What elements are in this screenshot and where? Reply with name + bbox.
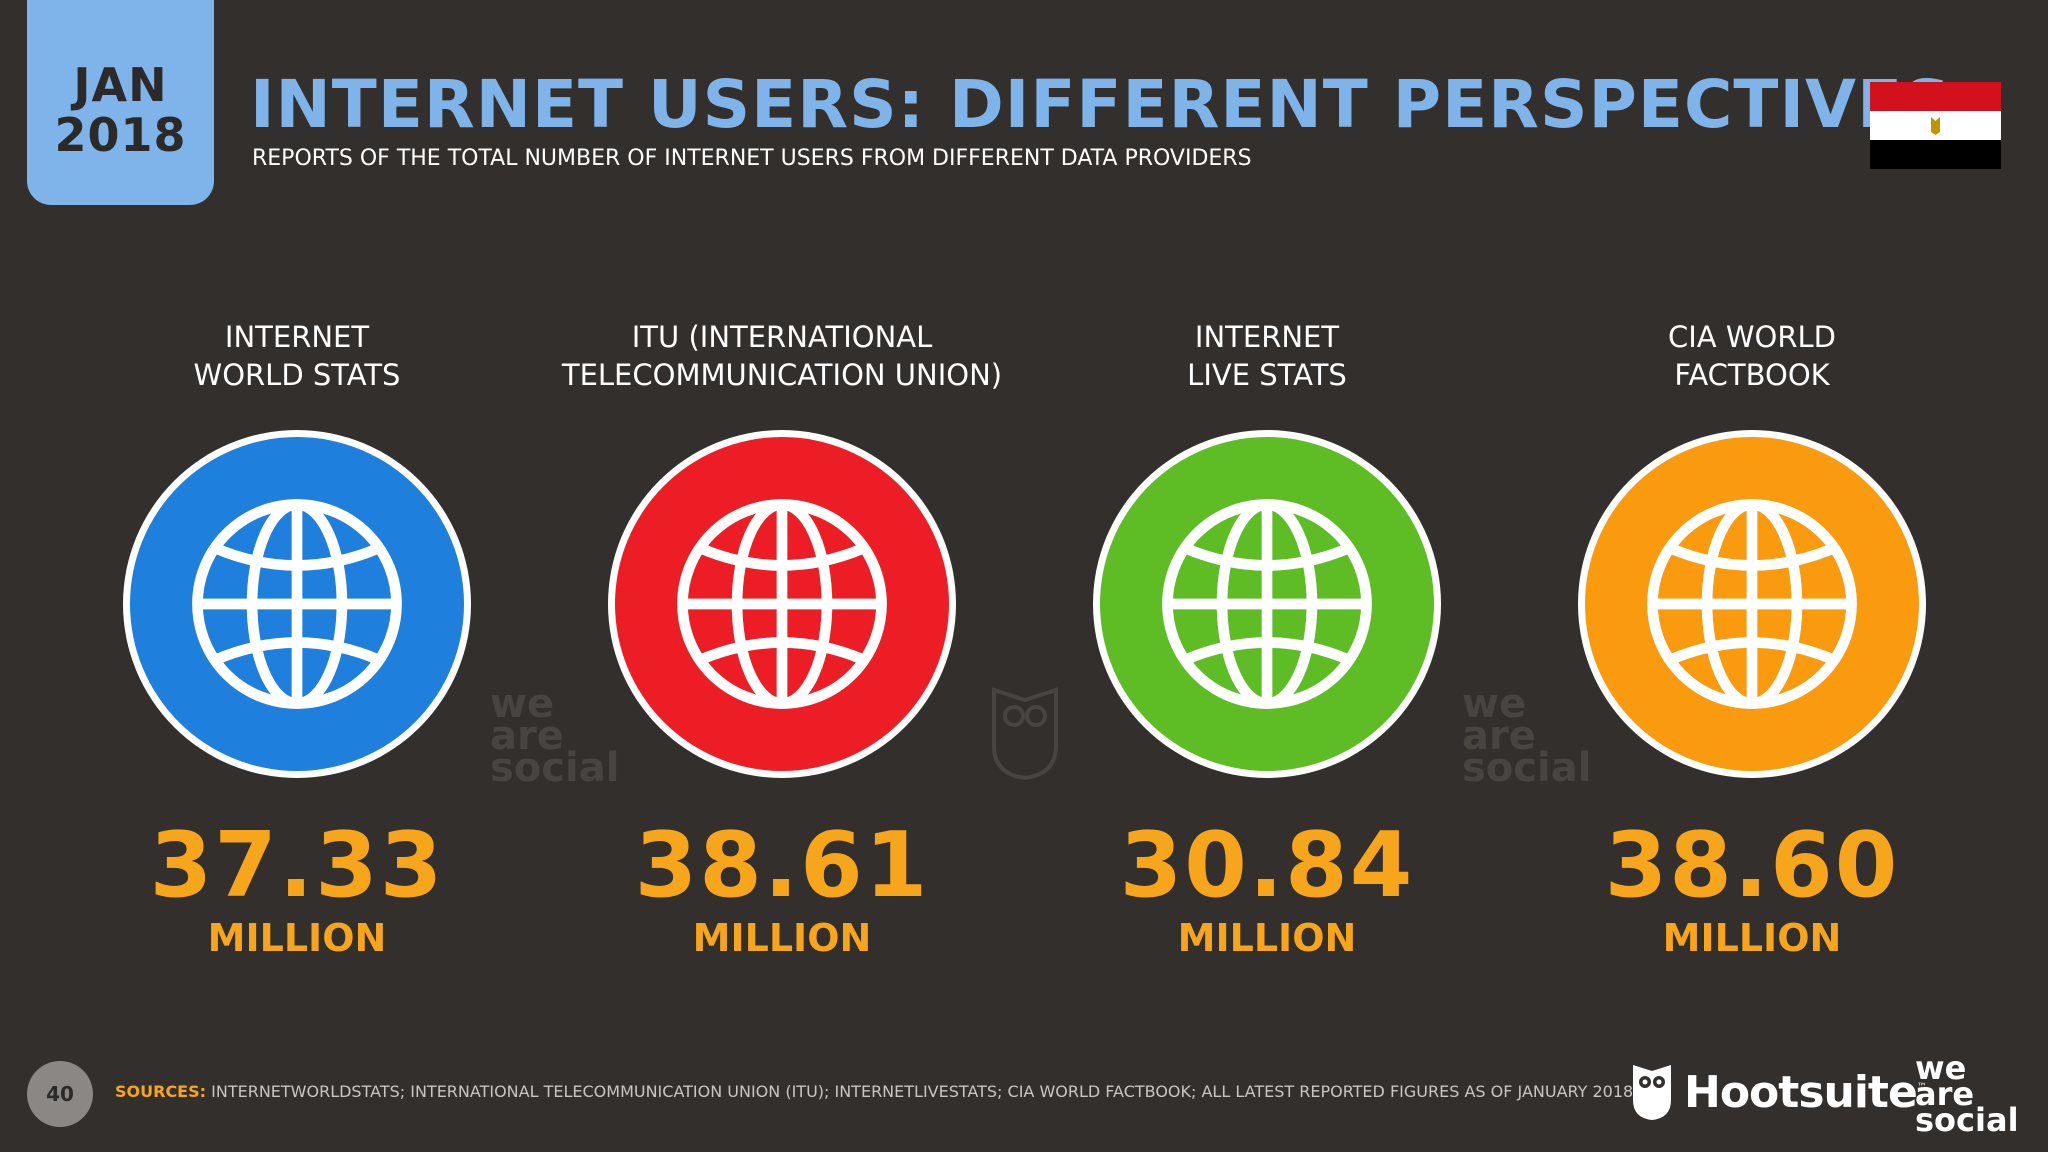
provider-label: ITU (INTERNATIONAL TELECOMMUNICATION UNI… bbox=[561, 320, 1003, 392]
globe-icon bbox=[1162, 499, 1372, 709]
date-month: JAN bbox=[73, 57, 168, 112]
sources-label: SOURCES: bbox=[115, 1082, 207, 1101]
we-are-social-logo: we are social bbox=[1915, 1049, 2019, 1139]
provider-cia-world-factbook: CIA WORLD FACTBOOK 38.60 MILLION bbox=[1522, 318, 1982, 960]
provider-unit: MILLION bbox=[1177, 916, 1357, 960]
globe-icon bbox=[677, 499, 887, 709]
provider-circle bbox=[1585, 437, 1919, 771]
provider-internet-live-stats: INTERNET LIVE STATS 30.84 MILLION bbox=[1037, 318, 1497, 960]
we-are-social-watermark: we are social bbox=[1462, 681, 1592, 791]
provider-value: 30.84 bbox=[1119, 813, 1415, 918]
sources-text: INTERNETWORLDSTATS; INTERNATIONAL TELECO… bbox=[211, 1082, 1639, 1101]
page-subtitle: REPORTS OF THE TOTAL NUMBER OF INTERNET … bbox=[252, 146, 1252, 171]
date-year: 2018 bbox=[54, 107, 187, 162]
trademark-symbol: ™ bbox=[1916, 1082, 1927, 1093]
provider-label: CIA WORLD FACTBOOK bbox=[1668, 320, 1836, 392]
provider-circle bbox=[1100, 437, 1434, 771]
provider-label: INTERNET LIVE STATS bbox=[1187, 320, 1347, 392]
sources-note: SOURCES: INTERNETWORLDSTATS; INTERNATION… bbox=[115, 1082, 1638, 1101]
we-are-social-watermark: we are social bbox=[490, 681, 620, 791]
provider-circle bbox=[130, 437, 464, 771]
egypt-flag-icon bbox=[1870, 82, 2001, 169]
hootsuite-owl-watermark-icon bbox=[992, 687, 1058, 781]
provider-unit: MILLION bbox=[1662, 916, 1842, 960]
provider-value: 38.61 bbox=[634, 813, 930, 918]
provider-unit: MILLION bbox=[692, 916, 872, 960]
globe-icon bbox=[192, 499, 402, 709]
hootsuite-logo: Hootsuite ™ bbox=[1630, 1062, 1927, 1122]
provider-value: 37.33 bbox=[149, 813, 445, 918]
page-number: 40 bbox=[27, 1061, 93, 1127]
hootsuite-name: Hootsuite bbox=[1684, 1066, 1918, 1118]
provider-internet-world-stats: INTERNET WORLD STATS 37.33 MILLION bbox=[67, 318, 527, 960]
provider-unit: MILLION bbox=[207, 916, 387, 960]
date-badge: JAN 2018 bbox=[27, 0, 214, 205]
globe-icon bbox=[1647, 499, 1857, 709]
provider-circle bbox=[615, 437, 949, 771]
provider-value: 38.60 bbox=[1604, 813, 1900, 918]
page-title: INTERNET USERS: DIFFERENT PERSPECTIVES bbox=[250, 66, 1952, 143]
hootsuite-owl-icon bbox=[1633, 1065, 1671, 1120]
provider-itu: ITU (INTERNATIONAL TELECOMMUNICATION UNI… bbox=[552, 318, 1012, 960]
provider-label: INTERNET WORLD STATS bbox=[193, 320, 401, 392]
